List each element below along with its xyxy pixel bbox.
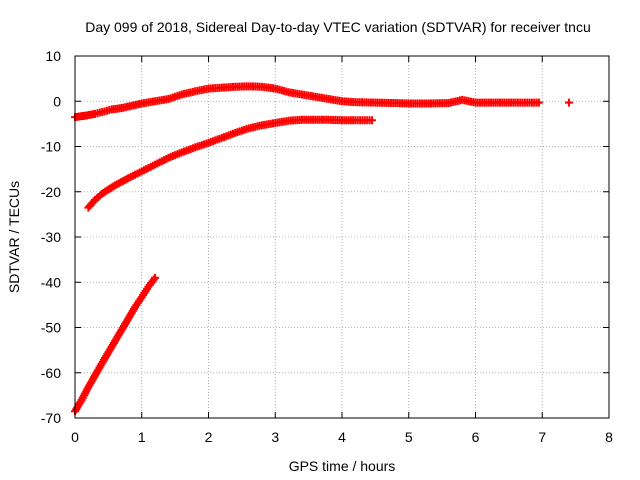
y-tick-label: 0 bbox=[53, 93, 61, 109]
y-tick-label: -10 bbox=[41, 139, 61, 155]
y-tick-label: -40 bbox=[41, 274, 61, 290]
y-tick-label: -20 bbox=[41, 184, 61, 200]
x-axis-label: GPS time / hours bbox=[289, 458, 396, 474]
y-tick-label: -70 bbox=[41, 410, 61, 426]
series-arc-near-zero bbox=[71, 82, 543, 122]
x-tick-label: 2 bbox=[205, 429, 213, 445]
x-tick-label: 4 bbox=[338, 429, 346, 445]
x-tick-label: 3 bbox=[271, 429, 279, 445]
series-isolated bbox=[564, 98, 573, 107]
data-point bbox=[151, 273, 160, 282]
series-arc-steep bbox=[71, 273, 160, 416]
y-axis-label: SDTVAR / TECUs bbox=[6, 181, 22, 293]
x-tick-label: 7 bbox=[538, 429, 546, 445]
series-arc-rising bbox=[84, 115, 377, 212]
chart-title: Day 099 of 2018, Sidereal Day-to-day VTE… bbox=[85, 19, 591, 35]
axis-ticks: 0 1 2 3 4 5 6 7 8 10 0 -10 -20 -30 -40 -50 -60 -70 bbox=[41, 48, 613, 445]
x-tick-label: 0 bbox=[71, 429, 79, 445]
y-tick-label: -30 bbox=[41, 229, 61, 245]
data-point bbox=[534, 98, 543, 107]
y-tick-label: -60 bbox=[41, 365, 61, 381]
x-tick-label: 1 bbox=[138, 429, 146, 445]
y-tick-label: -50 bbox=[41, 320, 61, 336]
data-point bbox=[368, 116, 377, 125]
y-tick-label: 10 bbox=[45, 48, 61, 64]
data-series bbox=[71, 82, 573, 416]
data-point bbox=[564, 98, 573, 107]
x-tick-label: 5 bbox=[405, 429, 413, 445]
x-tick-label: 6 bbox=[472, 429, 480, 445]
x-tick-label: 8 bbox=[605, 429, 613, 445]
plot-border bbox=[74, 55, 610, 419]
grid bbox=[75, 56, 609, 418]
